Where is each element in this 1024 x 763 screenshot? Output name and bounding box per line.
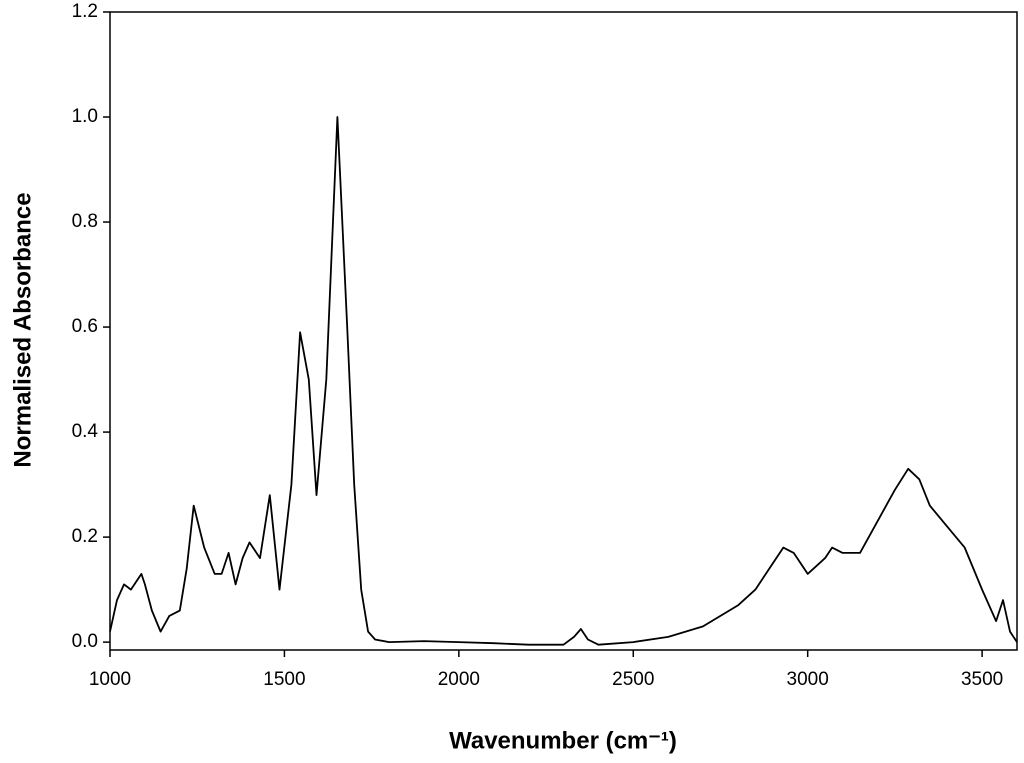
x-tick-label: 2000 xyxy=(438,669,480,690)
x-tick-label: 3000 xyxy=(787,669,829,690)
y-tick-label: 1.2 xyxy=(72,1,98,22)
y-tick-label: 0.2 xyxy=(72,526,98,547)
x-tick-label: 2500 xyxy=(612,669,654,690)
x-tick-label: 1500 xyxy=(263,669,305,690)
x-axis-label: Wavenumber (cm⁻¹) xyxy=(449,727,677,754)
spectrum-line xyxy=(109,116,1018,646)
y-tick-label: 0.0 xyxy=(72,631,98,652)
y-tick-label: 0.6 xyxy=(72,316,98,337)
y-tick-label: 0.4 xyxy=(72,421,99,442)
x-tick-label: 3500 xyxy=(961,669,1003,690)
y-tick-label: 0.8 xyxy=(72,211,98,232)
y-tick-label: 1.0 xyxy=(72,106,98,127)
plot-frame xyxy=(109,11,1018,651)
x-tick-label: 1000 xyxy=(89,669,131,690)
y-axis-label: Normalised Absorbance xyxy=(9,192,36,467)
